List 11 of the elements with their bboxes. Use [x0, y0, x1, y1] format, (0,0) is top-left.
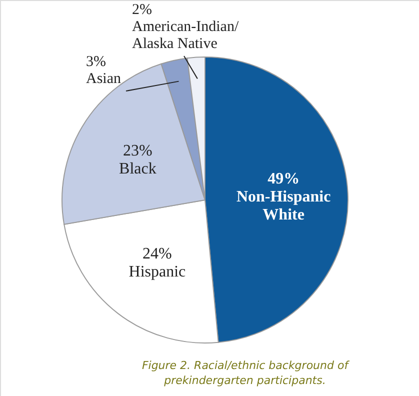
slice-label: Black — [119, 160, 156, 178]
data-label: 23% — [123, 142, 152, 160]
slice-label: Asian — [86, 71, 122, 87]
data-label: 2% — [132, 2, 152, 18]
slice-label: American-Indian/Alaska Native — [132, 19, 240, 52]
data-label: 24% — [142, 245, 172, 262]
slice-label: Hispanic — [128, 263, 186, 280]
slice-label: Non-Hispanic White — [236, 188, 331, 224]
data-label: 3% — [86, 54, 106, 70]
data-label: 49% — [268, 170, 300, 188]
caption: Figure 2. Racial/ethnic background of prekindergarten participants. — [142, 359, 350, 387]
